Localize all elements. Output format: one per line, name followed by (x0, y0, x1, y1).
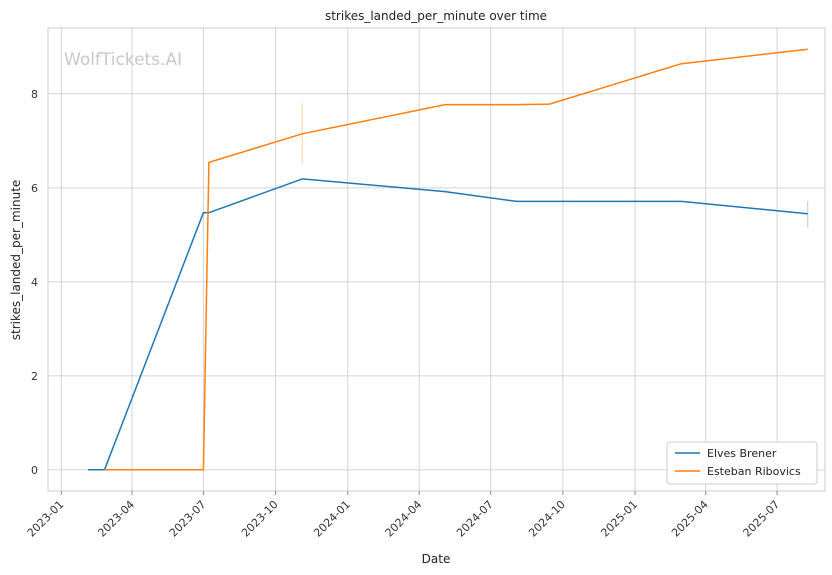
x-tick-label: 2024-07 (454, 498, 496, 540)
y-tick-label: 0 (31, 464, 38, 477)
legend: Elves Brener Esteban Ribovics (666, 441, 818, 485)
y-axis-title: strikes_landed_per_minute (9, 180, 23, 341)
y-tick-label: 8 (31, 88, 38, 101)
chart-title: strikes_landed_per_minute over time (325, 9, 547, 23)
watermark: WolfTickets.AI (64, 50, 182, 70)
x-tick-label: 2023-10 (239, 498, 281, 540)
x-axis-title: Date (422, 552, 451, 566)
y-tick-label: 2 (31, 370, 38, 383)
x-tick-label: 2024-10 (526, 498, 568, 540)
y-tick-label: 4 (31, 276, 38, 289)
legend-box (666, 441, 818, 485)
x-tick-label: 2023-01 (25, 498, 67, 540)
x-tick-label: 2025-07 (741, 498, 783, 540)
x-tick-label: 2025-04 (669, 498, 711, 540)
legend-label-elves-brener: Elves Brener (707, 447, 777, 460)
plot-area (47, 27, 826, 492)
legend-label-esteban-ribovics: Esteban Ribovics (707, 465, 801, 478)
x-tick-label: 2024-04 (383, 498, 425, 540)
x-tick-label: 2024-01 (311, 498, 353, 540)
series-lines (88, 48, 808, 471)
x-tick-label: 2025-01 (598, 498, 640, 540)
series-line-1 (104, 48, 808, 471)
y-tick-label: 6 (31, 182, 38, 195)
series-line-0 (88, 178, 808, 471)
x-tick-label: 2023-07 (167, 498, 209, 540)
x-tick-label: 2023-04 (95, 498, 137, 540)
